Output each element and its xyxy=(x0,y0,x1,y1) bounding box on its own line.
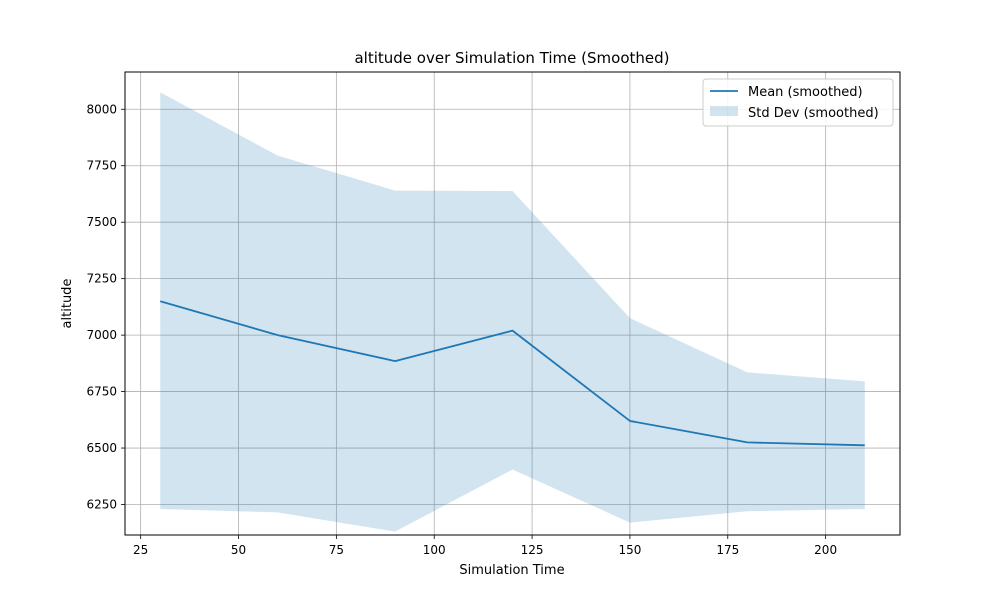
y-tick-label: 6750 xyxy=(86,385,117,399)
chart-title: altitude over Simulation Time (Smoothed) xyxy=(354,49,669,67)
y-tick-label: 7500 xyxy=(86,215,117,229)
y-tick-label: 6500 xyxy=(86,441,117,455)
y-tick-label: 6250 xyxy=(86,498,117,512)
x-tick-label: 50 xyxy=(231,543,246,557)
x-tick-label: 25 xyxy=(133,543,148,557)
mean-point xyxy=(863,443,867,447)
mean-point xyxy=(745,440,749,444)
x-axis-label: Simulation Time xyxy=(459,563,564,578)
mean-point xyxy=(158,299,162,303)
legend-mean-label: Mean (smoothed) xyxy=(748,85,863,100)
std-dev-band xyxy=(160,92,865,532)
y-tick-label: 7000 xyxy=(86,328,117,342)
y-tick-label: 7750 xyxy=(86,159,117,173)
grid xyxy=(125,72,900,535)
x-tick-label: 150 xyxy=(618,543,641,557)
legend-std-dev-label: Std Dev (smoothed) xyxy=(748,106,879,121)
mean-point xyxy=(511,329,515,333)
x-axis: 25 50 75 100 125 150 175 200 xyxy=(133,535,837,557)
y-tick-label: 7250 xyxy=(86,272,117,286)
x-tick-label: 200 xyxy=(814,543,837,557)
plot-frame xyxy=(124,71,901,536)
std-dev-band-group xyxy=(160,92,865,532)
mean-line xyxy=(159,300,865,447)
x-tick-label: 125 xyxy=(521,543,544,557)
mean-point xyxy=(628,419,632,423)
x-tick-label: 100 xyxy=(423,543,446,557)
legend: Mean (smoothed) Std Dev (smoothed) xyxy=(702,78,894,127)
legend-box xyxy=(702,78,894,127)
legend-std-dev-swatch xyxy=(710,106,738,116)
y-axis-label: altitude xyxy=(60,279,75,329)
y-tick-label: 8000 xyxy=(86,102,117,116)
x-tick-label: 175 xyxy=(716,543,739,557)
mean-point xyxy=(276,333,280,337)
x-tick-label: 75 xyxy=(329,543,344,557)
y-axis: 6250 6500 6750 7000 7250 7500 7750 8000 xyxy=(86,102,125,512)
mean-point xyxy=(393,359,397,363)
mean-line-group xyxy=(158,299,867,447)
